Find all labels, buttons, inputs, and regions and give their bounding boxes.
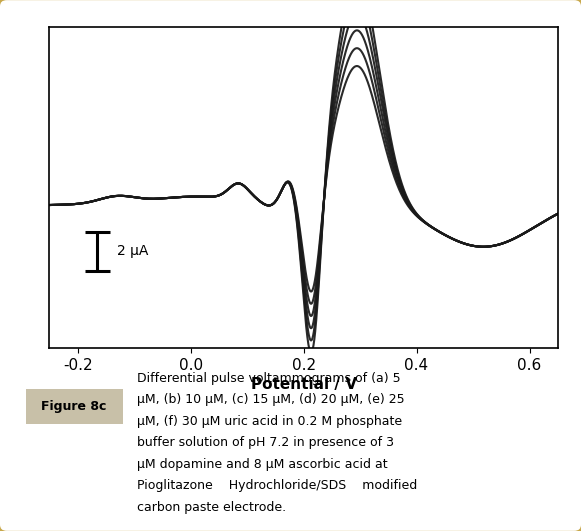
Text: μM, (f) 30 μM uric acid in 0.2 M phosphate: μM, (f) 30 μM uric acid in 0.2 M phospha…: [137, 415, 402, 427]
X-axis label: Potential / V: Potential / V: [250, 376, 357, 392]
Text: 2 μA: 2 μA: [117, 244, 148, 259]
Text: Pioglitazone    Hydrochloride/SDS    modified: Pioglitazone Hydrochloride/SDS modified: [137, 479, 417, 492]
Text: μM dopamine and 8 μM ascorbic acid at: μM dopamine and 8 μM ascorbic acid at: [137, 458, 388, 470]
FancyBboxPatch shape: [26, 389, 123, 424]
Text: Differential pulse voltammograms of (a) 5: Differential pulse voltammograms of (a) …: [137, 372, 401, 384]
Text: μM, (b) 10 μM, (c) 15 μM, (d) 20 μM, (e) 25: μM, (b) 10 μM, (c) 15 μM, (d) 20 μM, (e)…: [137, 393, 405, 406]
Text: buffer solution of pH 7.2 in presence of 3: buffer solution of pH 7.2 in presence of…: [137, 436, 394, 449]
Text: Figure 8c: Figure 8c: [41, 400, 107, 413]
Text: carbon paste electrode.: carbon paste electrode.: [137, 501, 286, 513]
